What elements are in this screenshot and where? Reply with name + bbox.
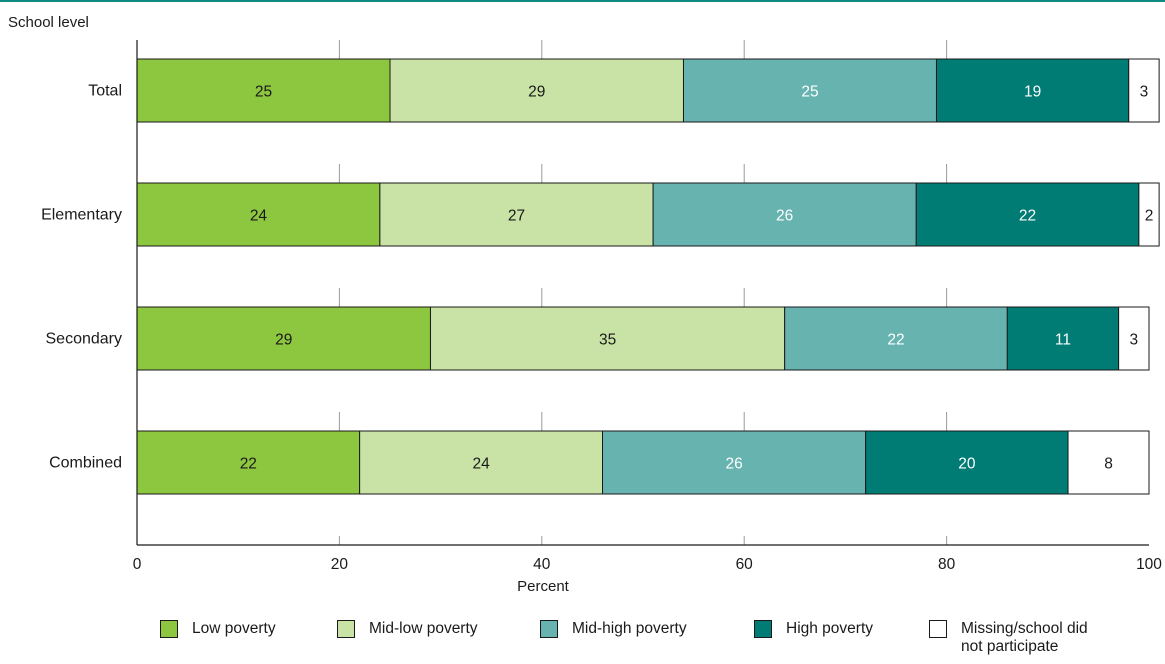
bar-value-label: 22 bbox=[887, 332, 904, 349]
y-axis-title: School level bbox=[8, 14, 89, 31]
bar-segment bbox=[784, 306, 1008, 371]
bar-value-label: 29 bbox=[528, 84, 545, 101]
legend-item-mid-high-poverty: Mid-high poverty bbox=[540, 620, 687, 638]
top-accent-rule bbox=[0, 0, 1165, 2]
bar-segment bbox=[935, 58, 1130, 123]
bar-value-label: 8 bbox=[1104, 456, 1113, 473]
bar-segment bbox=[136, 306, 431, 371]
bar-value-label: 26 bbox=[776, 208, 793, 225]
bar-value-label: 25 bbox=[255, 84, 272, 101]
bar-value-label: 25 bbox=[801, 84, 818, 101]
x-tick-label: 20 bbox=[331, 556, 349, 573]
category-label: Total bbox=[88, 83, 122, 100]
bar-value-label: 26 bbox=[725, 456, 742, 473]
bar-segment bbox=[602, 430, 867, 495]
legend-swatch bbox=[540, 620, 558, 638]
legend-swatch bbox=[337, 620, 355, 638]
bar-segment bbox=[136, 58, 391, 123]
legend-label: High poverty bbox=[786, 620, 874, 637]
bar-value-label: 29 bbox=[275, 332, 292, 349]
legend-item-low-poverty: Low poverty bbox=[160, 620, 276, 638]
bar-segment bbox=[359, 430, 604, 495]
category-label: Secondary bbox=[46, 331, 123, 348]
bar-value-label: 22 bbox=[1019, 208, 1036, 225]
bar-value-label: 24 bbox=[472, 456, 490, 473]
bar-value-label: 22 bbox=[240, 456, 257, 473]
bar-value-label: 35 bbox=[599, 332, 616, 349]
bar-segment bbox=[915, 182, 1140, 247]
x-tick-label: 100 bbox=[1136, 556, 1162, 573]
bar-value-label: 19 bbox=[1024, 84, 1041, 101]
bar-segment bbox=[652, 182, 917, 247]
bar-value-label: 24 bbox=[250, 208, 268, 225]
bar-segment bbox=[136, 182, 381, 247]
bar-value-label: 20 bbox=[958, 456, 976, 473]
bar-segment bbox=[1138, 182, 1160, 247]
bar-segment bbox=[429, 306, 786, 371]
x-tick-label: 0 bbox=[133, 556, 142, 573]
bar-value-label: 11 bbox=[1055, 332, 1071, 349]
legend: Low poverty Mid-low poverty Mid-high pov… bbox=[160, 620, 1160, 664]
legend-swatch bbox=[160, 620, 178, 638]
bar-segment bbox=[1067, 430, 1150, 495]
legend-item-high-poverty: High poverty bbox=[754, 620, 873, 638]
legend-item-mid-low-poverty: Mid-low poverty bbox=[337, 620, 478, 638]
bar-value-label: 27 bbox=[508, 208, 525, 225]
category-label: Elementary bbox=[41, 207, 122, 224]
legend-label: Low poverty bbox=[192, 620, 276, 637]
bar-segment bbox=[379, 182, 654, 247]
bar-segment bbox=[682, 58, 937, 123]
legend-label: Mid-low poverty bbox=[369, 620, 478, 637]
bar-segment bbox=[1128, 58, 1160, 123]
legend-item-missing: Missing/school did not participate bbox=[929, 620, 1111, 656]
x-tick-label: 80 bbox=[938, 556, 956, 573]
legend-swatch bbox=[929, 620, 947, 638]
x-tick-label: 40 bbox=[533, 556, 551, 573]
x-axis-title: Percent bbox=[517, 578, 569, 595]
legend-swatch bbox=[754, 620, 772, 638]
category-label: Combined bbox=[49, 455, 122, 472]
bar-value-label: 2 bbox=[1145, 208, 1154, 225]
bar-value-label: 3 bbox=[1130, 332, 1139, 349]
bar-value-label: 3 bbox=[1140, 84, 1149, 101]
x-tick-label: 60 bbox=[736, 556, 754, 573]
bar-segment bbox=[1006, 306, 1120, 371]
legend-label: Mid-high poverty bbox=[572, 620, 687, 637]
bar-segment bbox=[1118, 306, 1150, 371]
legend-label: Missing/school did not participate bbox=[961, 620, 1088, 655]
